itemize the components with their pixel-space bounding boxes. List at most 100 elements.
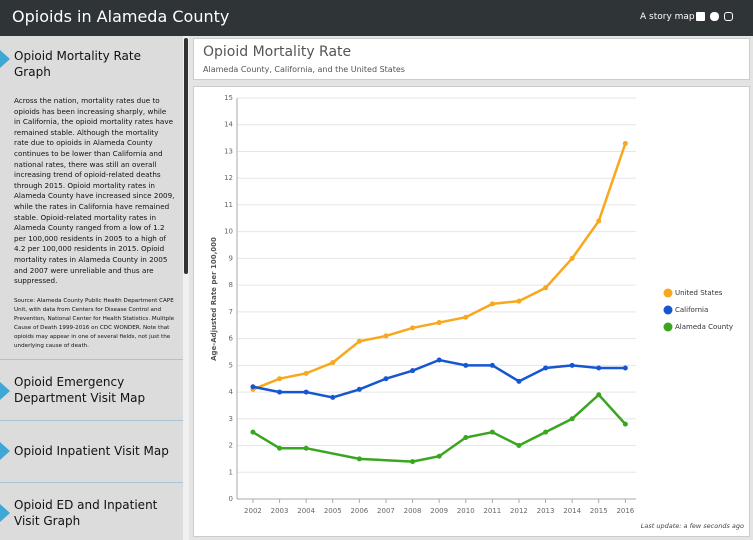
point — [356, 456, 362, 462]
section-title[interactable]: Opioid Inpatient Visit Map — [14, 443, 169, 458]
section-title[interactable]: Opioid Emergency Department Visit Map — [14, 374, 146, 405]
point — [543, 285, 549, 291]
point — [250, 429, 256, 435]
header: Opioids in Alameda County A story map — [0, 0, 753, 36]
y-tick-label: 9 — [229, 254, 233, 262]
point — [303, 370, 309, 376]
point — [622, 421, 628, 427]
legend-label: California — [675, 306, 708, 314]
chart: Age-Adjusted Rate per 100,000 Last updat… — [193, 86, 750, 537]
legend-label: Alameda County — [675, 323, 733, 331]
x-tick-label: 2007 — [377, 507, 395, 515]
section[interactable]: Opioid Mortality Rate Graph Across the n… — [0, 36, 183, 360]
point — [516, 378, 522, 384]
scrollbar — [183, 36, 189, 540]
app-title: Opioids in Alameda County — [12, 7, 230, 26]
point — [436, 453, 442, 459]
point — [489, 362, 495, 368]
point — [596, 365, 602, 371]
point — [463, 435, 469, 441]
point — [410, 325, 416, 331]
point — [569, 416, 575, 422]
point — [516, 443, 522, 449]
y-axis-label: Age-Adjusted Rate per 100,000 — [210, 237, 218, 361]
point — [410, 368, 416, 374]
story-map-badge: A story map — [640, 12, 695, 22]
point — [303, 389, 309, 395]
y-tick-label: 7 — [229, 308, 233, 316]
section[interactable]: Opioid Inpatient Visit Map — [0, 421, 183, 483]
x-tick-label: 2013 — [537, 507, 555, 515]
point — [463, 314, 469, 320]
section[interactable]: Opioid Emergency Department Visit Map — [0, 360, 183, 421]
point — [569, 362, 575, 368]
y-tick-label: 10 — [224, 228, 233, 236]
point — [436, 357, 442, 363]
legend-swatch — [663, 322, 673, 332]
chart-subtitle: Alameda County, California, and the Unit… — [203, 65, 405, 74]
point — [622, 365, 628, 371]
x-tick-label: 2014 — [563, 507, 581, 515]
x-tick-label: 2005 — [324, 507, 342, 515]
point — [516, 298, 522, 304]
y-tick-label: 3 — [229, 415, 233, 423]
x-tick-label: 2015 — [590, 507, 608, 515]
point — [543, 429, 549, 435]
point — [356, 338, 362, 344]
point — [410, 459, 416, 465]
x-tick-label: 2004 — [297, 507, 315, 515]
x-tick-label: 2012 — [510, 507, 528, 515]
marker — [0, 503, 10, 522]
point — [277, 445, 283, 451]
x-tick-label: 2011 — [483, 507, 501, 515]
point — [277, 389, 283, 395]
y-tick-label: 1 — [229, 468, 233, 476]
facebook-icon[interactable] — [696, 12, 705, 21]
point — [383, 333, 389, 339]
legend-swatch — [663, 305, 673, 315]
point — [622, 140, 628, 146]
point — [596, 392, 602, 398]
y-tick-label: 4 — [229, 388, 234, 396]
y-tick-label: 15 — [224, 94, 233, 102]
point — [303, 445, 309, 451]
active-marker — [0, 50, 10, 68]
point — [356, 386, 362, 392]
section-source: Source: Alameda County Public Health Dep… — [14, 297, 175, 349]
point — [596, 218, 602, 224]
scroll-thumb[interactable] — [184, 38, 188, 274]
y-tick-label: 12 — [224, 174, 233, 182]
point — [436, 320, 442, 326]
point — [543, 365, 549, 371]
y-tick-label: 8 — [229, 281, 233, 289]
y-tick-label: 5 — [229, 361, 233, 369]
x-tick-label: 2008 — [404, 507, 422, 515]
point — [250, 384, 256, 390]
y-tick-label: 14 — [224, 121, 233, 129]
update-note: Last update: a few seconds ago — [641, 522, 744, 530]
marker — [0, 381, 10, 400]
point — [463, 362, 469, 368]
section-title[interactable]: Opioid Mortality Rate Graph — [14, 49, 141, 79]
x-tick-label: 2010 — [457, 507, 475, 515]
x-tick-label: 2016 — [616, 507, 634, 515]
section-body: Across the nation, mortality rates due t… — [14, 96, 175, 286]
point — [330, 360, 336, 366]
chart-title: Opioid Mortality Rate — [203, 44, 352, 60]
x-tick-label: 2002 — [244, 507, 262, 515]
legend-label: United States — [675, 289, 723, 297]
point — [569, 255, 575, 261]
twitter-icon[interactable] — [710, 12, 719, 21]
section-title[interactable]: Opioid ED and Inpatient Visit Graph — [14, 497, 158, 528]
y-tick-label: 0 — [229, 495, 233, 503]
point — [330, 394, 336, 400]
point — [489, 429, 495, 435]
sidebar: Opioid Mortality Rate Graph Across the n… — [0, 36, 183, 540]
x-tick-label: 2006 — [350, 507, 368, 515]
point — [277, 376, 283, 382]
link-icon[interactable] — [724, 12, 733, 21]
y-tick-label: 6 — [229, 335, 234, 343]
section[interactable]: Opioid ED and Inpatient Visit Graph — [0, 483, 183, 540]
y-tick-label: 2 — [229, 442, 233, 450]
x-tick-label: 2003 — [271, 507, 289, 515]
